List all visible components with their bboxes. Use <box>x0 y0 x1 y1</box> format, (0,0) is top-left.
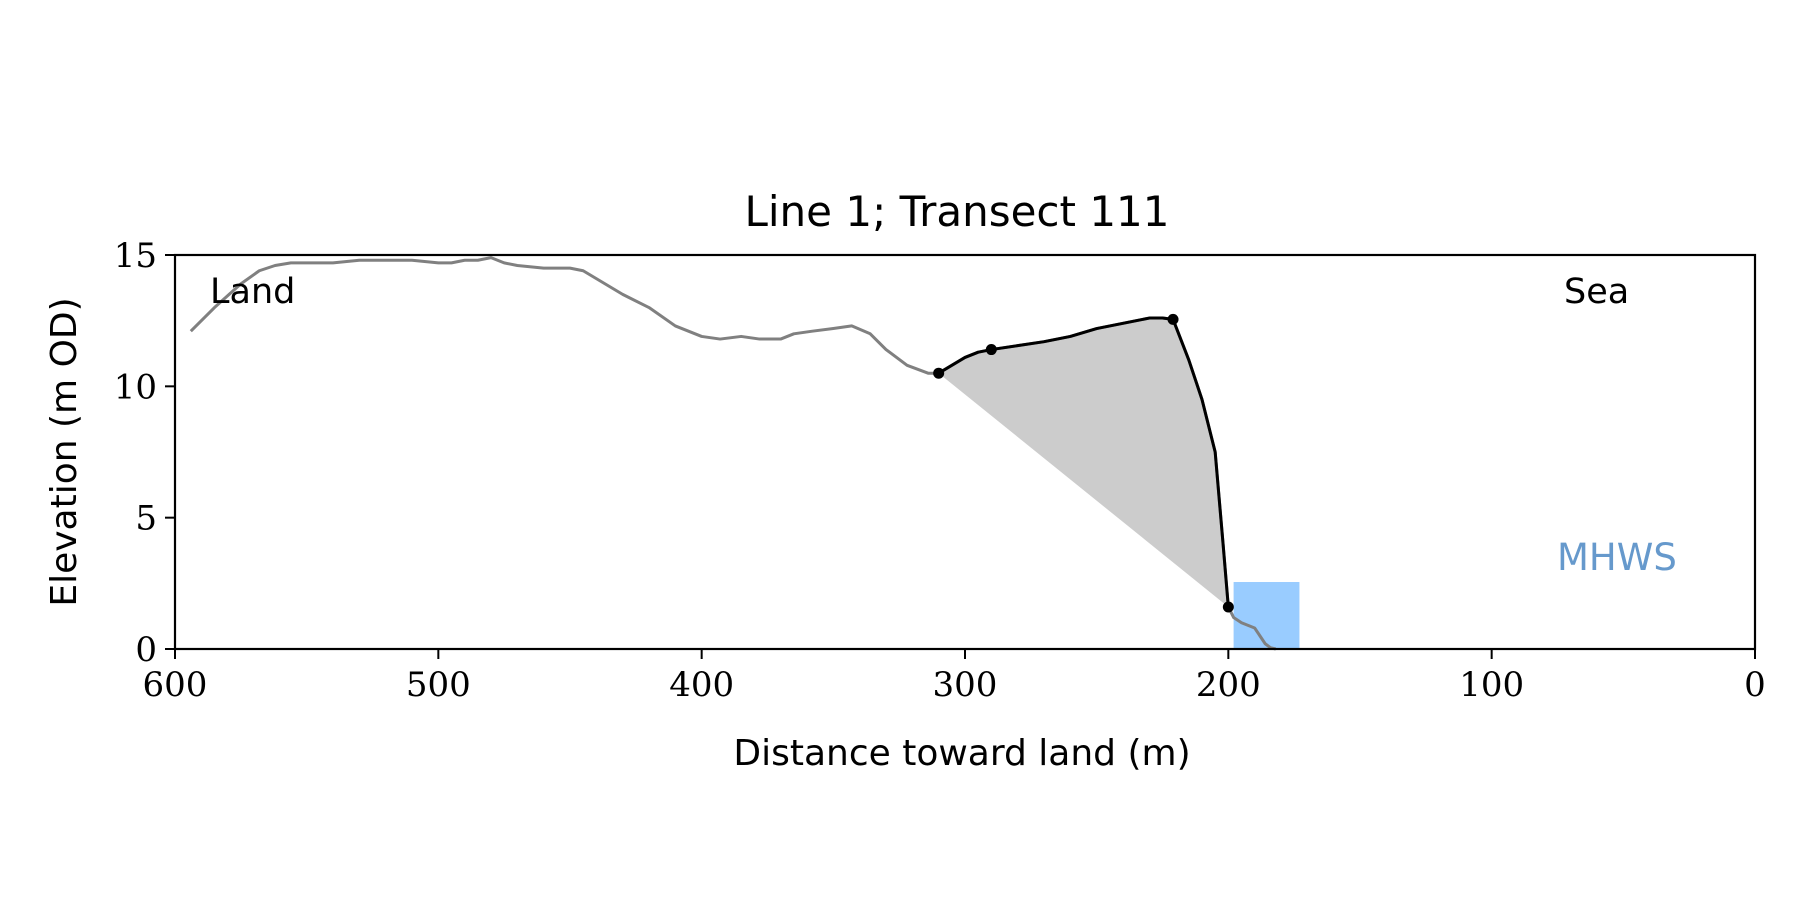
plot-frame <box>173 253 1757 651</box>
eroded-area-fill <box>938 318 1229 607</box>
mhws-label: MHWS <box>1557 536 1677 579</box>
sea-label: Sea <box>1564 272 1629 312</box>
x-tick-label: 400 <box>669 665 734 705</box>
y-tick-label: 15 <box>114 236 157 276</box>
x-tick-label: 200 <box>1196 665 1261 705</box>
x-axis-label: Distance toward land (m) <box>733 733 1190 774</box>
cliff-line <box>937 316 1230 608</box>
y-axis-ticks: 0 5 10 15 <box>114 236 175 670</box>
x-tick-label: 600 <box>143 665 208 705</box>
y-tick-label: 0 <box>135 630 157 670</box>
land-label: Land <box>210 272 295 312</box>
y-axis-label: Elevation (m OD) <box>44 297 85 606</box>
x-axis-ticks: 600 500 400 300 200 100 0 <box>143 649 1766 705</box>
marker-point <box>985 344 997 356</box>
marker-point <box>1222 601 1234 613</box>
x-tick-label: 0 <box>1744 665 1766 705</box>
mhws-box <box>1233 582 1300 649</box>
x-tick-label: 100 <box>1459 665 1524 705</box>
y-tick-label: 5 <box>135 499 157 539</box>
plot-area <box>189 256 1300 651</box>
x-tick-label: 300 <box>933 665 998 705</box>
chart-title: Line 1; Transect 111 <box>744 187 1169 236</box>
marker-point <box>933 367 945 379</box>
x-tick-label: 500 <box>406 665 471 705</box>
marker-point <box>1167 313 1179 325</box>
y-tick-label: 10 <box>114 367 157 407</box>
markers-group <box>933 313 1234 613</box>
